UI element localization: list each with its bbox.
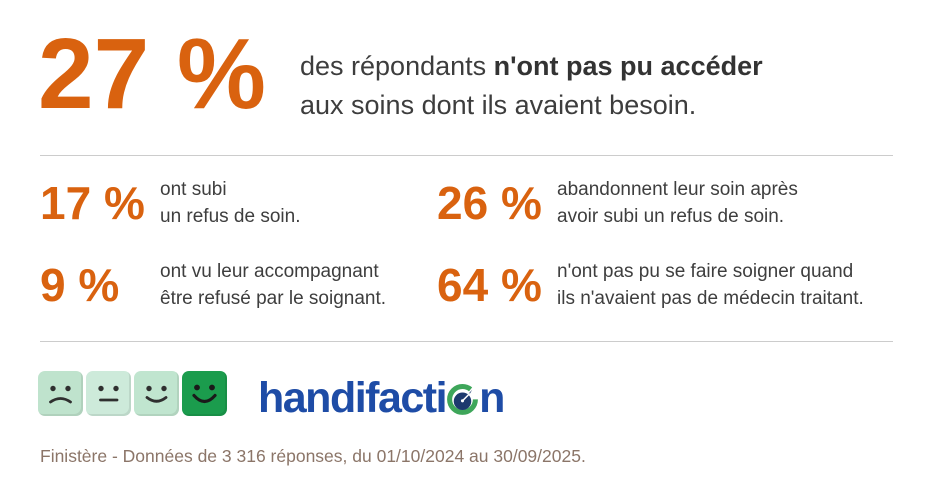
hero-description: des répondants n'ont pas pu accéder aux …	[300, 47, 763, 125]
stat-label-line1: ont subi	[160, 179, 227, 200]
stat-value: 26 %	[437, 177, 542, 229]
stat-label-line1: abandonnent leur soin après	[557, 179, 798, 200]
stat-label-line1: n'ont pas pu se faire soigner quand	[557, 261, 854, 282]
stat-medecin-traitant: 64 % n'ont pas pu se faire soigner quand…	[437, 258, 864, 312]
stat-label-line2: ils n'avaient pas de médecin traitant.	[557, 288, 864, 309]
handifaction-faces-logo	[38, 371, 227, 416]
stat-label: n'ont pas pu se faire soigner quand ils …	[557, 258, 864, 312]
stat-refus-de-soin: 17 % ont subi un refus de soin.	[40, 176, 300, 230]
handifaction-wordmark: handifacti n	[258, 374, 505, 423]
sad-face-icon	[38, 371, 83, 416]
stat-label: ont vu leur accompagnant être refusé par…	[160, 258, 386, 312]
stat-value: 17 %	[40, 177, 145, 229]
hero-line2: aux soins dont ils avaient besoin.	[300, 90, 697, 120]
stat-value: 64 %	[437, 259, 542, 311]
stat-accompagnant-refuse: 9 % ont vu leur accompagnant être refusé…	[40, 258, 386, 312]
gauge-icon	[447, 383, 479, 415]
stat-label-line1: ont vu leur accompagnant	[160, 261, 379, 282]
hero-line1-regular: des répondants	[300, 51, 494, 81]
hero-line1-bold: n'ont pas pu accéder	[493, 51, 763, 81]
stat-label-line2: avoir subi un refus de soin.	[557, 206, 785, 227]
hero-percentage: 27 %	[38, 18, 266, 130]
hero-line1: des répondants n'ont pas pu accéder	[300, 47, 763, 86]
wordmark-pre: handifacti	[258, 374, 448, 422]
stat-label: abandonnent leur soin après avoir subi u…	[557, 176, 798, 230]
slight-smile-face-icon	[134, 371, 179, 416]
wordmark-post: n	[479, 374, 505, 422]
neutral-face-icon	[86, 371, 131, 416]
stat-value: 9 %	[40, 259, 120, 311]
stat-label-line2: un refus de soin.	[160, 206, 301, 227]
stat-label-line2: être refusé par le soignant.	[160, 288, 387, 309]
big-smile-face-icon	[182, 371, 227, 416]
divider-top	[40, 155, 893, 156]
divider-bottom	[40, 341, 893, 342]
stat-label: ont subi un refus de soin.	[160, 176, 300, 230]
footer-source-note: Finistère - Données de 3 316 réponses, d…	[40, 446, 586, 466]
stat-abandon-soin: 26 % abandonnent leur soin après avoir s…	[437, 176, 798, 230]
